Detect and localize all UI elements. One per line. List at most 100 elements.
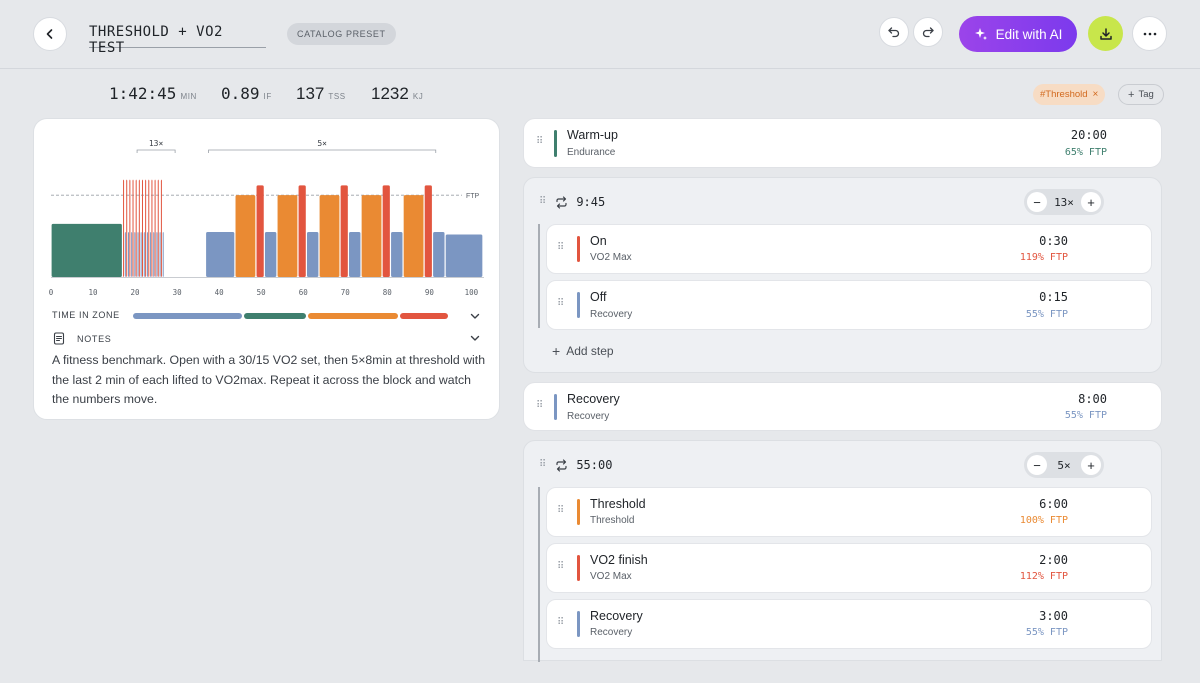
step-recovery[interactable]: ⠿ Recovery Recovery 8:00 55% FTP — [523, 382, 1162, 431]
drag-handle-icon[interactable]: ⠿ — [557, 561, 566, 572]
add-step-button[interactable]: + Add step — [552, 343, 614, 359]
step-duration[interactable]: 3:00 — [1039, 609, 1068, 623]
step-name: VO2 finish — [590, 553, 648, 567]
power-bar-recovery — [124, 232, 126, 277]
step-warmup[interactable]: ⠿ Warm-up Endurance 20:00 65% FTP — [523, 118, 1162, 168]
step-duration[interactable]: 2:00 — [1039, 553, 1068, 567]
time-in-zone-bar — [133, 313, 449, 319]
decrement-button[interactable]: − — [1027, 192, 1047, 212]
edit-with-ai-button[interactable]: Edit with AI — [959, 16, 1077, 52]
step-threshold[interactable]: ⠿ Threshold Threshold 6:00 100% FTP — [546, 487, 1152, 537]
increment-button[interactable]: + — [1081, 192, 1101, 212]
step-duration[interactable]: 6:00 — [1039, 497, 1068, 511]
power-bar-vo2 — [256, 185, 264, 277]
tag-label: #Threshold — [1040, 89, 1088, 100]
step-ftp[interactable]: 55% FTP — [1025, 627, 1068, 638]
step-recovery-interval[interactable]: ⠿ Recovery Recovery 3:00 55% FTP — [546, 599, 1152, 649]
step-on[interactable]: ⠿ On VO2 Max 0:30 119% FTP — [546, 224, 1152, 274]
power-bar-vo2 — [138, 179, 140, 277]
step-off[interactable]: ⠿ Off Recovery 0:15 55% FTP — [546, 280, 1152, 330]
drag-handle-icon[interactable]: ⠿ — [536, 400, 545, 411]
power-bar-recovery — [137, 232, 139, 277]
drag-handle-icon[interactable]: ⠿ — [557, 242, 566, 253]
drag-handle-icon[interactable]: ⠿ — [539, 459, 548, 470]
add-tag-button[interactable]: + Tag — [1118, 84, 1164, 105]
redo-button[interactable] — [913, 17, 943, 47]
plus-icon: + — [1128, 88, 1135, 101]
rep-bracket-label: 5× — [317, 139, 327, 148]
power-bar-vo2 — [129, 179, 131, 277]
repeat-group-13x: ⠿ 9:45 − 13× + ⠿ On VO2 Max 0:30 119% FT… — [523, 177, 1162, 373]
power-bar-threshold — [235, 195, 256, 277]
power-bar-vo2 — [141, 179, 143, 277]
drag-handle-icon[interactable]: ⠿ — [557, 617, 566, 628]
x-tick-label: 80 — [383, 288, 393, 297]
redo-icon — [922, 27, 934, 38]
undo-button[interactable] — [879, 17, 909, 47]
power-bar-vo2 — [135, 179, 137, 277]
power-bar-recovery — [134, 232, 136, 277]
workout-title[interactable]: THRESHOLD + VO2 TEST — [89, 24, 266, 56]
step-ftp[interactable]: 55% FTP — [1025, 309, 1068, 320]
step-duration[interactable]: 0:15 — [1039, 290, 1068, 304]
step-ftp[interactable]: 119% FTP — [1019, 252, 1068, 263]
power-bar-threshold — [403, 195, 424, 277]
add-step-label: Add step — [566, 344, 614, 358]
zone-indicator — [577, 555, 580, 581]
chevron-down-icon[interactable] — [469, 310, 481, 322]
power-bar-vo2 — [145, 179, 147, 277]
power-bar-vo2 — [157, 179, 159, 277]
power-bar-recovery — [131, 232, 133, 277]
tag-threshold[interactable]: #Threshold × — [1033, 84, 1106, 105]
power-bar-recovery — [162, 232, 164, 277]
zone-indicator — [577, 236, 580, 262]
decrement-button[interactable]: − — [1027, 455, 1047, 475]
step-ftp[interactable]: 112% FTP — [1019, 571, 1068, 582]
x-tick-label: 10 — [89, 288, 99, 297]
edit-with-ai-label: Edit with AI — [995, 26, 1063, 42]
repeat-count[interactable]: 13× — [1054, 195, 1074, 209]
more-options-button[interactable] — [1132, 16, 1167, 51]
notes-icon — [53, 332, 65, 345]
notes-text[interactable]: A fitness benchmark. Open with a 30/15 V… — [52, 353, 486, 406]
step-vo2-finish[interactable]: ⠿ VO2 finish VO2 Max 2:00 112% FTP — [546, 543, 1152, 593]
step-ftp[interactable]: 65% FTP — [1064, 147, 1107, 158]
more-dots-icon — [1143, 32, 1156, 35]
power-bar-recovery — [153, 232, 155, 277]
step-duration[interactable]: 8:00 — [1078, 392, 1107, 406]
power-bar-recovery — [433, 232, 445, 277]
x-tick-label: 60 — [299, 288, 309, 297]
repeat-count[interactable]: 5× — [1057, 458, 1071, 472]
workout-overview-panel: FTP 0 10 20 30 40 50 60 70 80 90 100 13× 5× TIME IN Z… — [33, 118, 500, 420]
drag-handle-icon[interactable]: ⠿ — [539, 196, 548, 207]
step-zone: Recovery — [590, 627, 633, 638]
power-bar-recovery — [156, 232, 158, 277]
x-tick-label: 0 — [49, 288, 54, 297]
chevron-down-icon[interactable] — [469, 332, 481, 344]
step-zone: Recovery — [590, 309, 633, 320]
step-duration[interactable]: 0:30 — [1039, 234, 1068, 248]
drag-handle-icon[interactable]: ⠿ — [536, 136, 545, 147]
download-button[interactable] — [1088, 16, 1123, 51]
group-rail — [538, 224, 540, 328]
power-bar-recovery — [128, 232, 130, 277]
stat-value: 1232 — [371, 84, 409, 103]
increment-button[interactable]: + — [1081, 455, 1101, 475]
remove-tag-icon[interactable]: × — [1092, 89, 1099, 100]
repeat-stepper: − 13× + — [1024, 189, 1104, 215]
power-bar-vo2 — [298, 185, 306, 277]
power-bar-recovery — [206, 232, 235, 277]
drag-handle-icon[interactable]: ⠿ — [557, 298, 566, 309]
drag-handle-icon[interactable]: ⠿ — [557, 505, 566, 516]
rep-bracket — [208, 149, 437, 153]
step-ftp[interactable]: 100% FTP — [1019, 515, 1068, 526]
rep-bracket — [136, 149, 176, 153]
power-bar-recovery — [159, 232, 161, 277]
power-bar-threshold — [361, 195, 382, 277]
step-zone: VO2 Max — [590, 252, 632, 263]
time-in-zone-label: TIME IN ZONE — [52, 310, 120, 320]
power-bar-recovery — [143, 232, 145, 277]
back-button[interactable] — [33, 17, 67, 51]
step-duration[interactable]: 20:00 — [1070, 128, 1107, 142]
step-ftp[interactable]: 55% FTP — [1064, 410, 1107, 421]
